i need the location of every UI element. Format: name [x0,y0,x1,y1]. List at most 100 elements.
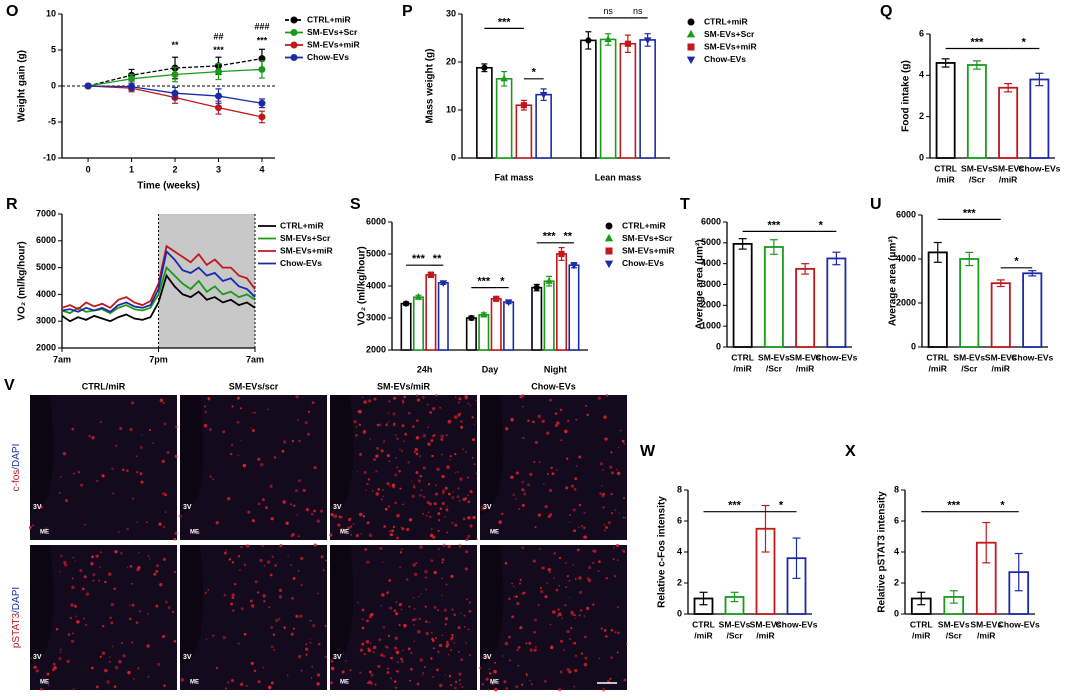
speckle [619,429,622,432]
speckle [623,442,626,445]
speckle [518,508,521,511]
speckle [429,411,432,414]
speckle [102,624,105,628]
speckle [441,577,443,580]
speckle [387,505,391,508]
speckle [251,429,255,432]
speckle [460,420,463,423]
speckle [136,521,138,524]
y-tick-label: 10 [446,104,456,114]
marker [258,99,266,107]
speckle [445,583,448,586]
y-tick-label: 6000 [36,235,56,245]
speckle [365,640,370,644]
speckle [173,570,177,574]
speckle [439,406,442,409]
speckle [64,563,68,567]
bar [639,39,656,159]
bar [1022,272,1043,348]
row-label: pSTAT3/DAPI [11,587,22,648]
legend-label: Chow-EVs [307,52,349,62]
speckle [59,476,62,478]
speckle [215,521,219,525]
speckle [456,495,460,499]
speckle [553,577,556,579]
speckle [262,594,266,598]
speckle [149,558,151,560]
speckle [231,405,234,408]
speckle [163,422,167,426]
speckle [438,643,443,648]
micrograph [30,545,177,690]
speckle [573,641,577,645]
speckle [476,538,478,540]
speckle [432,675,435,678]
legend-label: CTRL+miR [704,16,748,26]
speckle [400,548,403,551]
x-tick-label: /Scr [969,174,986,184]
micrograph [180,395,327,540]
speckle [572,529,577,533]
speckle [281,449,285,453]
speckle [408,605,411,608]
speckle [546,472,549,475]
marker [258,113,266,121]
marker [545,277,553,284]
speckle [512,595,515,598]
speckle [91,666,94,670]
speckle [456,471,459,473]
speckle [431,454,434,458]
speckle [381,593,385,597]
speckle [437,512,441,516]
speckle [513,585,515,588]
speckle [91,436,95,440]
speckle [363,400,367,404]
legend-marker [604,260,614,269]
speckle [356,471,359,473]
speckle [392,525,396,529]
column-header: Chow-EVs [531,381,576,391]
speckle [278,617,281,621]
speckle [268,685,272,690]
speckle [519,578,522,581]
speckle [278,595,283,599]
speckle [465,451,467,453]
x-tick-label: CTRL [934,163,957,173]
speckle [445,434,448,437]
speckle [236,396,240,400]
speckle [157,662,161,666]
speckle [136,471,139,474]
speckle [459,683,461,686]
speckle [549,623,552,626]
speckle [222,430,226,434]
bar [425,273,437,351]
significance: ns [633,6,643,16]
speckle [216,666,219,670]
speckle [428,423,431,425]
speckle [522,489,525,492]
y-tick-label: 5000 [366,248,386,258]
y-axis-label: Relative pSTAT3 intensity [877,491,888,613]
speckle [387,646,389,649]
speckle [127,670,131,675]
significance: * [1022,36,1027,48]
speckle [366,482,369,486]
legend-marker [686,56,696,65]
speckle [399,551,402,554]
speckle [563,649,566,651]
speckle [494,661,497,664]
bar [476,66,493,159]
speckle [161,459,165,464]
speckle [546,431,550,435]
micrograph [30,395,177,540]
speckle [417,479,421,483]
y-tick-label: 8 [894,484,899,494]
speckle [420,489,423,491]
tissue-edge [480,545,504,665]
speckle [309,637,312,640]
speckle [537,513,541,517]
speckle [505,687,509,690]
x-axis-label: Time (weeks) [137,181,200,192]
speckle [485,677,489,681]
speckle [540,589,544,594]
